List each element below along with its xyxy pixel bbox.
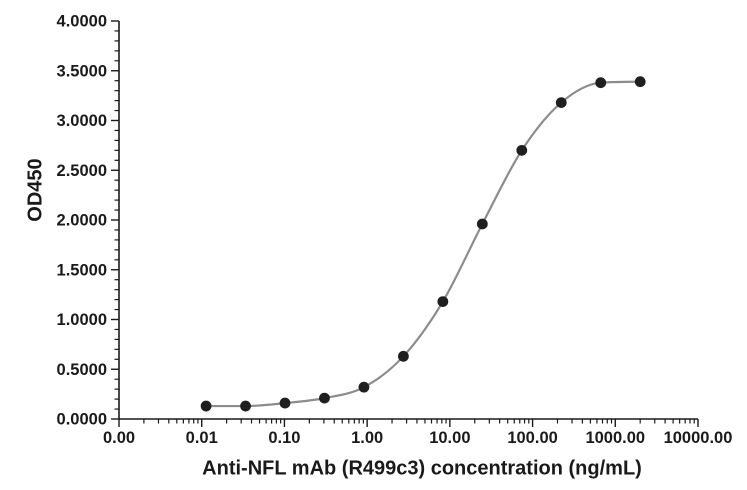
x-tick-label: 1.00 [351, 429, 383, 447]
y-tick-label: 1.0000 [57, 311, 107, 329]
data-point [279, 397, 291, 409]
data-point [555, 97, 567, 108]
data-point [200, 400, 212, 412]
data-point [240, 400, 251, 412]
data-point [437, 296, 449, 307]
x-tick-label: 0.00 [103, 429, 135, 447]
data-point [398, 350, 409, 362]
x-tick-label: 100.00 [507, 429, 557, 447]
y-tick-label: 1.5000 [57, 261, 107, 279]
y-tick-label: 0.5000 [57, 361, 107, 379]
data-point [476, 218, 488, 230]
y-tick-label: 2.0000 [57, 212, 107, 230]
x-tick-label: 0.01 [186, 429, 218, 447]
data-point [516, 144, 528, 156]
fit-curve [205, 80, 642, 408]
x-axis-title: Anti-NFL mAb (R499c3) concentration (ng/… [202, 457, 642, 480]
x-tick-label: 1000.00 [585, 429, 645, 447]
x-tick-label: 10.00 [429, 429, 470, 447]
x-tick-label: 0.10 [268, 429, 300, 447]
y-tick-label: 0.0000 [57, 411, 107, 429]
x-tick-label: 10000.00 [664, 429, 733, 447]
y-tick-label: 3.5000 [57, 62, 107, 80]
data-point [634, 76, 646, 88]
data-point [319, 392, 330, 404]
y-axis-title: OD450 [24, 158, 47, 222]
data-point [358, 381, 370, 393]
data-point [595, 77, 607, 89]
y-tick-label: 3.0000 [57, 112, 107, 130]
y-tick-label: 4.0000 [57, 13, 107, 31]
y-tick-label: 2.5000 [57, 162, 107, 180]
axis-lines [118, 21, 698, 420]
